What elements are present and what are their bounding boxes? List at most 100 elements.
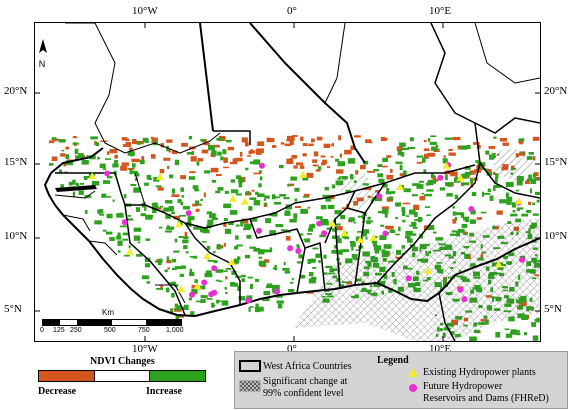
ndvi-increase-patch xyxy=(362,214,365,220)
ndvi-decrease-patch xyxy=(367,170,375,173)
ndvi-increase-patch xyxy=(187,216,192,222)
ndvi-increase-patch xyxy=(395,233,400,236)
ndvi-decrease-patch xyxy=(354,135,361,138)
future-dam-marker xyxy=(185,210,192,217)
ndvi-increase-patch xyxy=(170,308,173,314)
future-dam-marker xyxy=(321,230,328,237)
ndvi-decrease-patch xyxy=(190,156,197,162)
ndvi-decrease-patch xyxy=(302,143,308,146)
ndvi-increase-patch xyxy=(373,169,380,172)
ndvi-increase-patch xyxy=(231,282,236,285)
ndvi-increase-patch xyxy=(117,232,121,236)
ndvi-increase-patch xyxy=(51,137,57,140)
ndvi-increase-patch xyxy=(124,194,127,199)
ndvi-increase-patch xyxy=(191,289,198,295)
ndvi-increase-patch xyxy=(403,188,411,193)
ndvi-increase-patch xyxy=(414,212,418,217)
ndvi-increase-patch xyxy=(322,194,331,198)
ndvi-decrease-patch xyxy=(94,141,97,146)
ndvi-increase-patch xyxy=(251,217,258,222)
ndvi-increase-patch xyxy=(215,269,224,273)
existing-hydropower-marker xyxy=(442,161,451,169)
lon-label-10w-bottom: 10°W xyxy=(132,343,158,355)
existing-hydropower-marker xyxy=(177,285,186,293)
ndvi-decrease-patch xyxy=(225,276,228,280)
ndvi-increase-patch xyxy=(365,236,368,240)
ndvi-increase-patch xyxy=(340,214,345,220)
ndvi-increase-patch xyxy=(288,289,295,293)
ndvi-increase-patch xyxy=(222,149,227,155)
ndvi-increase-patch xyxy=(204,272,213,278)
ndvi-decrease-patch xyxy=(532,156,536,161)
existing-hydropower-marker xyxy=(456,174,465,182)
ndvi-increase-patch xyxy=(473,329,480,333)
ndvi-increase-patch xyxy=(362,229,369,234)
ndvi-increase-patch xyxy=(175,305,181,311)
ndvi-decrease-patch xyxy=(419,195,426,201)
ndvi-decrease-patch xyxy=(241,218,249,224)
ndvi-decrease-patch xyxy=(477,145,481,149)
ndvi-decrease-patch xyxy=(307,206,311,209)
ndvi-increase-patch xyxy=(174,284,179,288)
ndvi-decrease-patch xyxy=(286,139,290,142)
ndvi-increase-patch xyxy=(253,247,260,252)
future-dam-marker xyxy=(274,288,281,295)
ndvi-increase-patch xyxy=(377,211,385,214)
ndvi-decrease-patch xyxy=(253,172,261,175)
ndvi-increase-patch xyxy=(206,211,212,215)
ndvi-increase-patch xyxy=(145,214,153,220)
ndvi-decrease-patch xyxy=(227,146,235,151)
ndvi-decrease-patch xyxy=(60,153,66,157)
ndvi-increase-patch xyxy=(275,224,284,228)
north-arrow-icon: N xyxy=(39,39,47,69)
ndvi-decrease-patch xyxy=(384,137,388,141)
ndvi-increase-patch xyxy=(97,156,100,160)
existing-hydropower-marker xyxy=(356,236,365,244)
ndvi-decrease-patch xyxy=(189,171,196,174)
ndvi-increase-patch xyxy=(61,149,65,152)
ndvi-increase-patch xyxy=(134,173,140,177)
ndvi-increase-patch xyxy=(225,139,232,143)
ndvi-decrease-patch xyxy=(192,203,198,207)
ndvi-decrease-patch xyxy=(336,226,343,231)
ndvi-decrease-patch xyxy=(250,149,254,154)
ndvi-increase-patch xyxy=(461,173,468,179)
ndvi-increase-patch xyxy=(217,300,222,303)
ndvi-increase-patch xyxy=(174,303,178,308)
ndvi-increase-patch xyxy=(379,235,387,240)
ndvi-increase-patch xyxy=(454,217,457,221)
ndvi-decrease-patch xyxy=(423,148,430,151)
ndvi-increase-patch xyxy=(255,303,259,308)
ndvi-increase-patch xyxy=(158,261,162,266)
ndvi-decrease-patch xyxy=(203,142,210,146)
ndvi-increase-patch xyxy=(454,194,459,200)
ndvi-increase-patch xyxy=(279,194,286,197)
ndvi-increase-patch xyxy=(380,224,385,227)
ndvi-increase-patch xyxy=(235,235,239,240)
ndvi-increase-patch xyxy=(401,245,405,249)
ndvi-increase-patch xyxy=(238,182,243,188)
ndvi-increase-patch xyxy=(518,138,525,142)
existing-hydropower-marker xyxy=(203,251,212,259)
ndvi-increase-patch xyxy=(363,252,368,255)
ndvi-decrease-patch xyxy=(291,155,297,159)
ndvi-increase-patch xyxy=(494,184,502,188)
ndvi-increase-patch xyxy=(248,206,253,211)
ndvi-increase-patch xyxy=(318,166,322,171)
ndvi-increase-patch xyxy=(536,317,540,323)
ndvi-decrease-patch xyxy=(338,135,341,141)
ndvi-increase-patch xyxy=(515,218,521,223)
ndvi-increase-patch xyxy=(105,158,111,160)
ndvi-increase-patch xyxy=(405,235,411,239)
ndvi-increase-patch xyxy=(248,307,251,312)
ndvi-increase-patch xyxy=(262,298,270,302)
ndvi-increase-patch xyxy=(422,157,426,163)
ndvi-increase-patch xyxy=(188,297,192,301)
ndvi-increase-patch xyxy=(65,160,74,166)
ndvi-increase-patch xyxy=(445,182,451,186)
ndvi-increase-patch xyxy=(395,202,402,207)
future-dam-marker xyxy=(208,291,215,298)
ndvi-increase-patch xyxy=(386,188,390,193)
significant-change-hatch xyxy=(293,148,540,341)
lat-label-10n-right: 10°N xyxy=(544,230,568,242)
